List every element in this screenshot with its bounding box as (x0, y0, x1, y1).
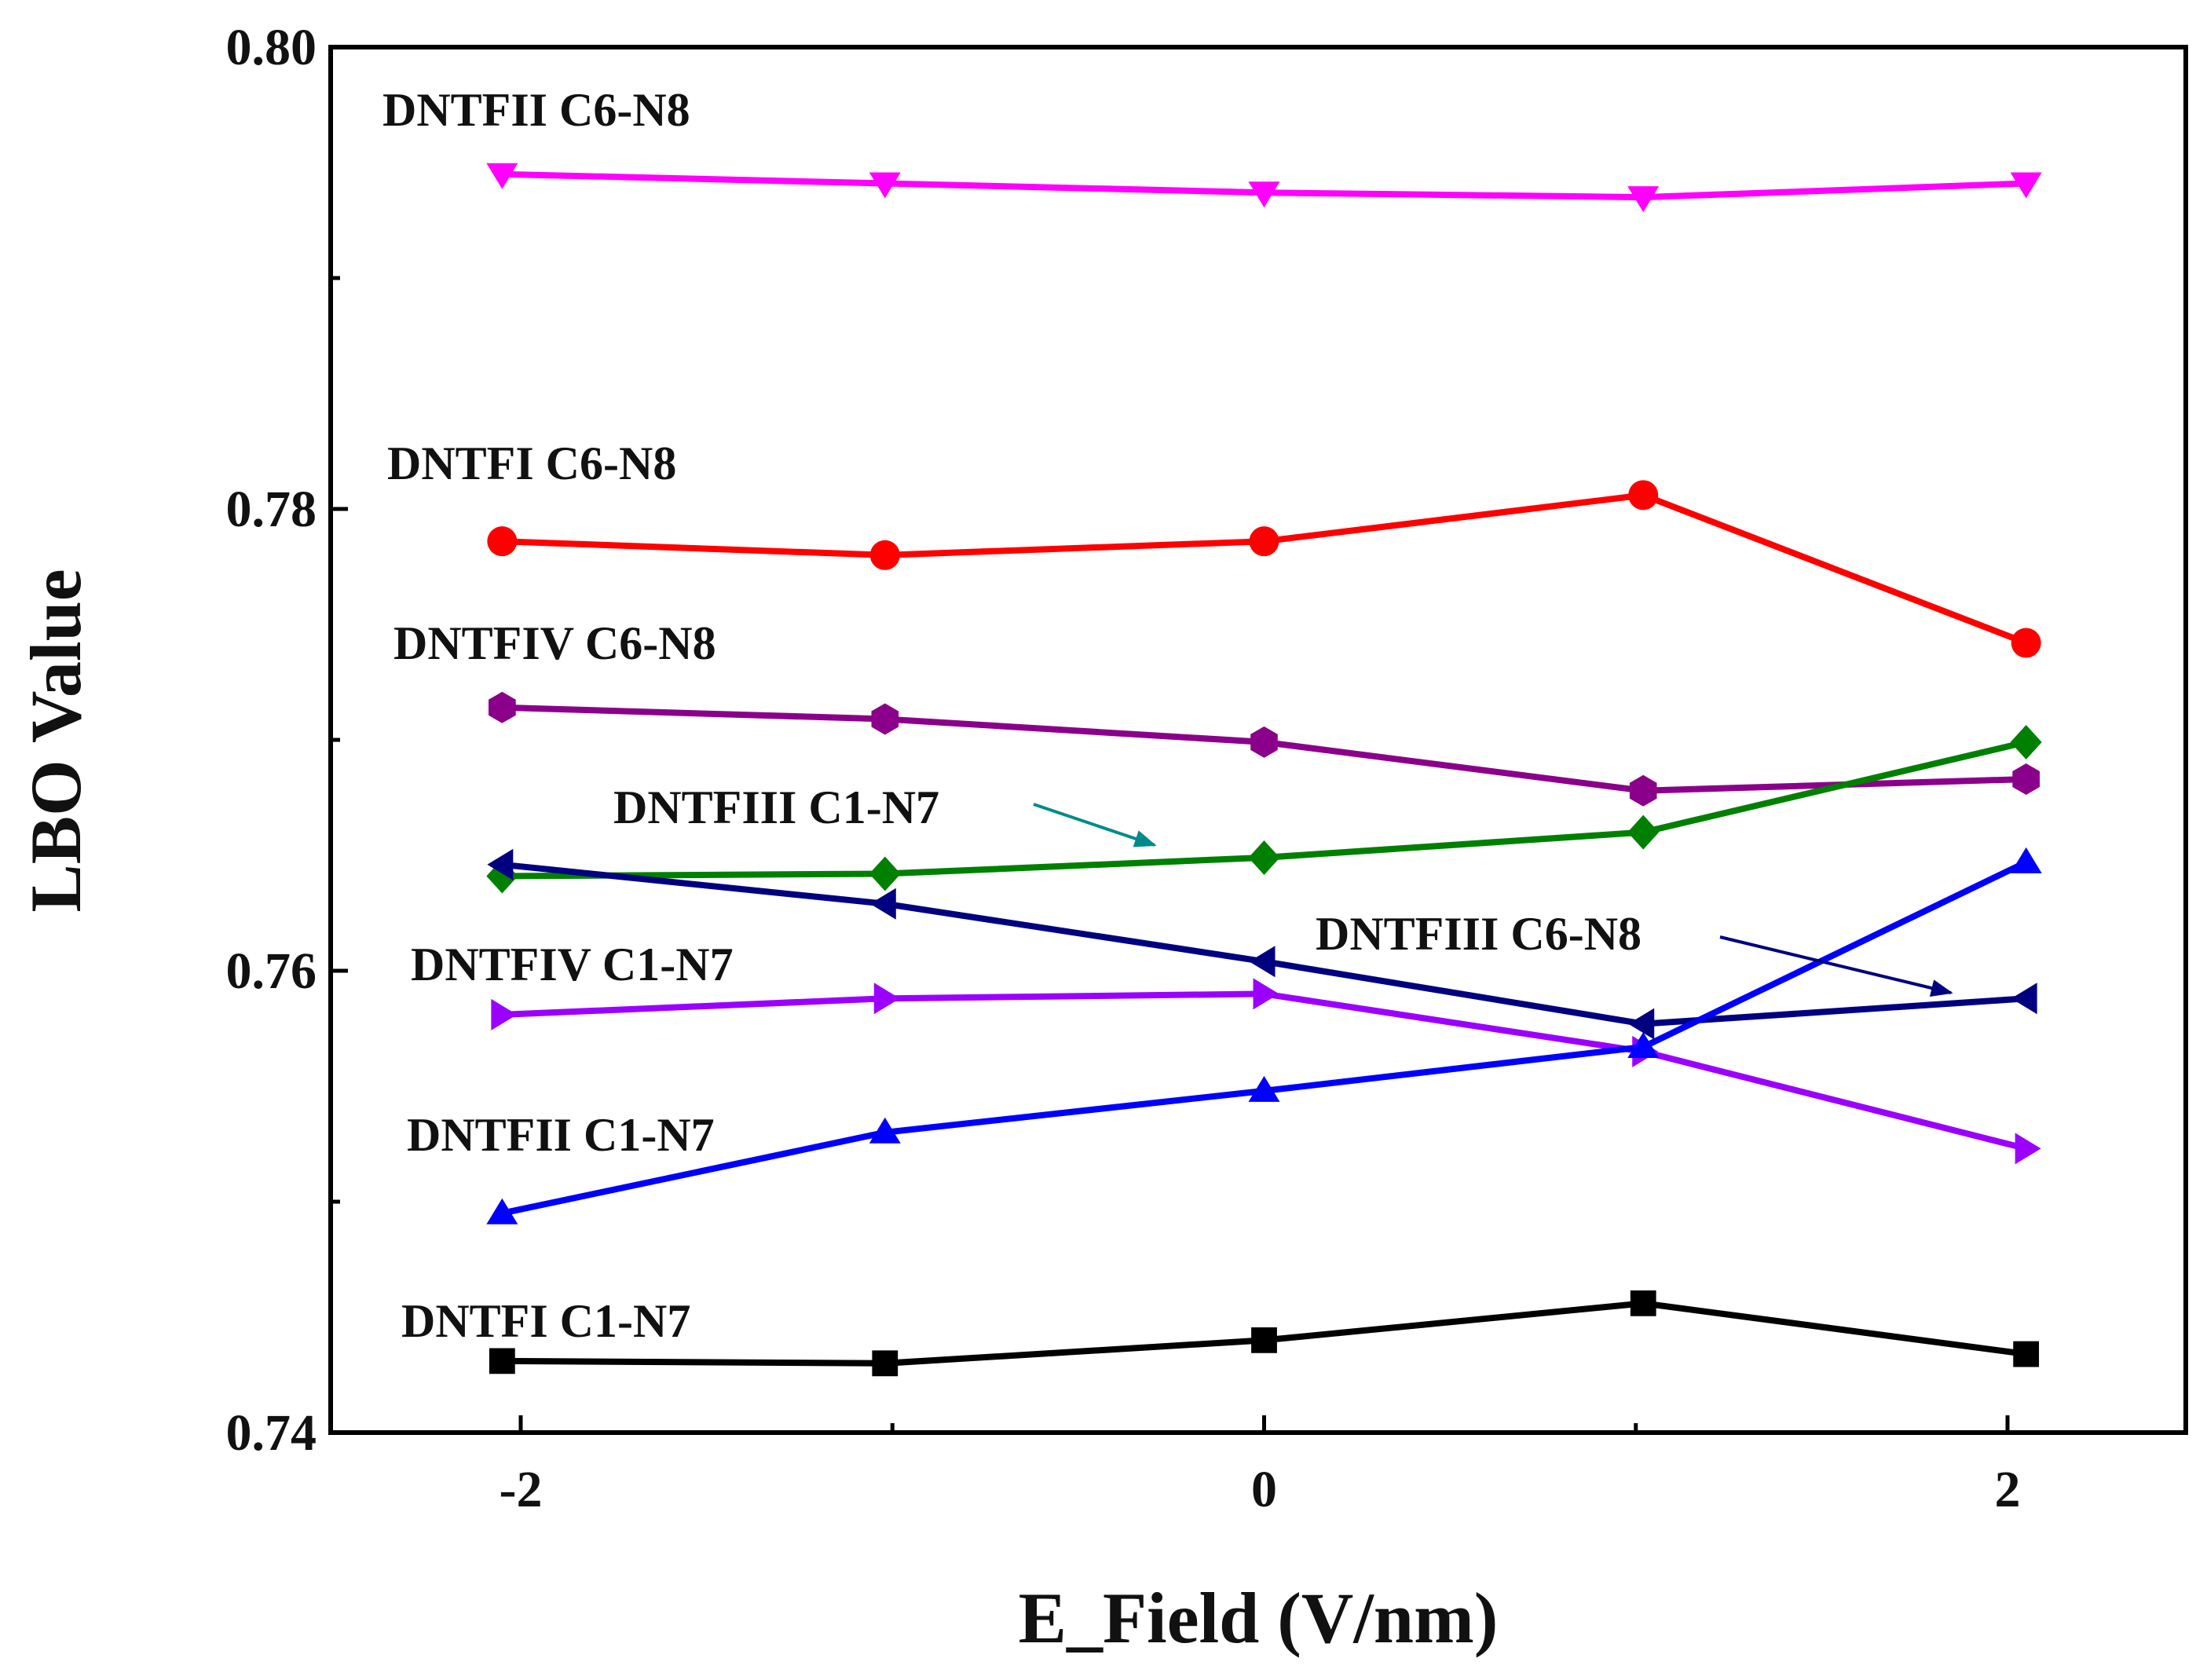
series-dntfiv-c1-n7 (491, 978, 2041, 1165)
data-point-dntfii-c6-n8 (1248, 181, 1280, 208)
data-point-dntfi-c6-n8 (487, 526, 518, 557)
data-point-dntfi-c1-n7 (1630, 1290, 1656, 1316)
data-point-dntfii-c6-n8 (869, 172, 901, 199)
data-point-dntfiv-c6-n8 (1629, 774, 1657, 807)
x-tick-label: -2 (500, 1461, 543, 1518)
series-dntfii-c6-n8 (486, 163, 2042, 213)
x-tick-label: 2 (1995, 1461, 2021, 1518)
data-point-dntfiv-c6-n8 (489, 691, 516, 723)
data-point-dntfiii-c1-n7 (2010, 724, 2042, 759)
data-point-dntfiv-c6-n8 (1250, 726, 1278, 758)
data-point-dntfiv-c1-n7 (1253, 978, 1279, 1010)
data-point-dntfiii-c6-n8 (1628, 1008, 1655, 1040)
annotation-arrow-dntfiii-c6-n8 (1719, 935, 1953, 997)
data-point-dntfi-c1-n7 (872, 1350, 899, 1377)
series-line-dntfi-c6-n8 (502, 492, 2028, 646)
data-point-dntfiv-c6-n8 (2012, 763, 2040, 795)
x-axis-title: E_Field (V/nm) (1019, 1578, 1499, 1658)
data-point-dntfii-c6-n8 (2010, 172, 2042, 199)
data-point-dntfii-c1-n7 (869, 1117, 901, 1144)
label-dntfiv-c1-n7: DNTFIV C1-N7 (411, 939, 734, 990)
x-tick-label: 0 (1251, 1461, 1277, 1518)
plot-frame (328, 45, 2188, 1435)
data-point-dntfiii-c6-n8 (1249, 946, 1276, 978)
data-point-dntfiii-c6-n8 (487, 848, 514, 880)
data-point-dntfiv-c1-n7 (491, 998, 518, 1030)
data-point-dntfi-c6-n8 (1249, 526, 1279, 557)
data-point-dntfii-c6-n8 (486, 163, 518, 189)
label-dntfiii-c6-n8: DNTFIII C6-N8 (1316, 908, 1642, 960)
data-point-dntfiii-c1-n7 (869, 856, 901, 891)
data-point-dntfi-c1-n7 (2013, 1341, 2040, 1367)
y-tick-label: 0.74 (226, 1404, 317, 1462)
data-point-dntfi-c6-n8 (869, 540, 900, 570)
series-dntfiv-c6-n8 (489, 691, 2040, 807)
label-dntfiii-c1-n7: DNTFIII C1-N7 (613, 781, 939, 833)
data-point-dntfii-c1-n7 (1627, 1032, 1660, 1059)
y-tick-label: 0.80 (226, 19, 317, 76)
data-point-dntfii-c1-n7 (1248, 1075, 1280, 1102)
data-point-dntfiv-c1-n7 (873, 983, 900, 1015)
data-point-dntfi-c6-n8 (2011, 628, 2041, 658)
data-point-dntfiv-c6-n8 (871, 703, 899, 735)
series-dntfi-c6-n8 (487, 480, 2041, 658)
label-dntfii-c6-n8: DNTFII C6-N8 (382, 84, 690, 136)
data-point-dntfii-c6-n8 (1627, 186, 1660, 213)
y-axis-title: LBO Value (16, 569, 96, 912)
series-group (486, 163, 2042, 1377)
data-point-dntfii-c1-n7 (2010, 847, 2042, 873)
axis-ticks: 0.74 0.76 0.78 0.80 -2 0 2 (226, 19, 2021, 1518)
y-tick-label: 0.76 (226, 942, 317, 1000)
series-dntfi-c1-n7 (489, 1290, 2040, 1377)
label-dntfi-c1-n7: DNTFI C1-N7 (401, 1295, 690, 1347)
data-point-dntfiii-c1-n7 (1627, 814, 1660, 850)
series-dntfiii-c6-n8 (487, 848, 2037, 1040)
annotation-arrow-dntfiii-c1-n7 (1033, 803, 1157, 847)
data-point-dntfii-c1-n7 (486, 1198, 518, 1224)
label-dntfiv-c6-n8: DNTFIV C6-N8 (393, 617, 716, 669)
data-point-dntfi-c1-n7 (1251, 1327, 1277, 1353)
data-point-dntfiii-c6-n8 (2011, 983, 2037, 1015)
series-line-dntfiv-c1-n7 (502, 990, 2027, 1152)
series-dntfii-c1-n7 (486, 847, 2042, 1224)
data-point-dntfi-c1-n7 (489, 1348, 515, 1374)
data-point-dntfiii-c6-n8 (869, 888, 896, 920)
y-tick-label: 0.78 (226, 481, 317, 538)
label-dntfii-c1-n7: DNTFII C1-N7 (407, 1109, 715, 1161)
data-point-dntfiv-c1-n7 (2015, 1133, 2041, 1165)
data-point-dntfi-c6-n8 (1628, 480, 1659, 511)
data-point-dntfiii-c1-n7 (1248, 840, 1280, 875)
series-line-dntfii-c1-n7 (501, 859, 2028, 1217)
label-dntfi-c6-n8: DNTFI C6-N8 (387, 437, 676, 489)
